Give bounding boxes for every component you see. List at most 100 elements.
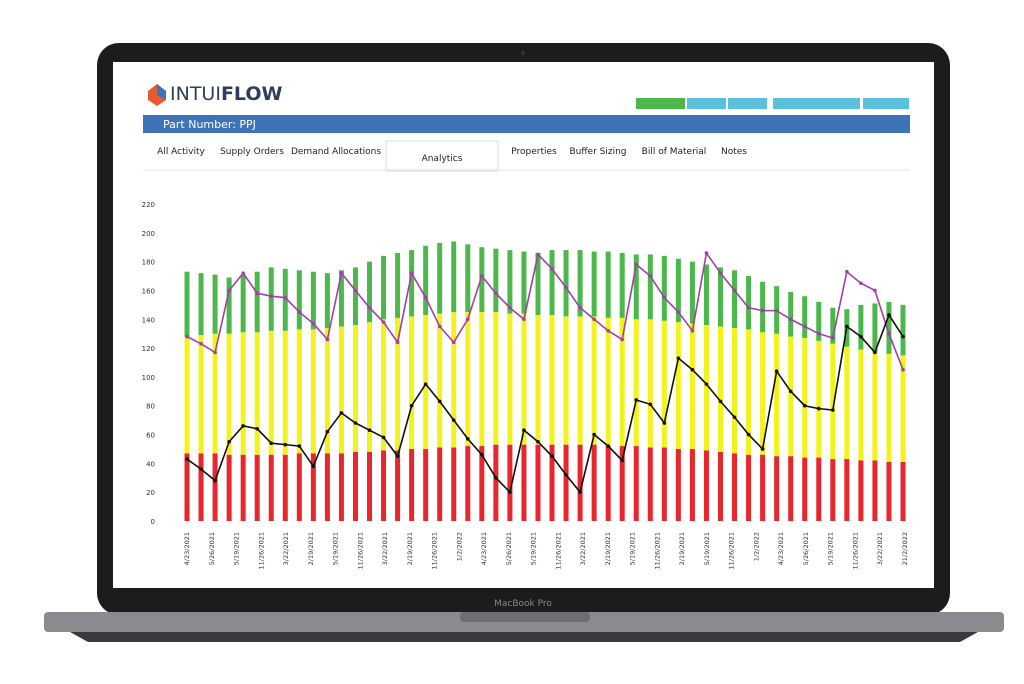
bar-segment [395,317,401,451]
line-point [648,274,653,278]
line-point [901,334,905,339]
tab[interactable]: All Activity [157,147,205,157]
x-tick-label: 1/2/2022 [455,532,463,561]
line-point [508,305,512,310]
bar-segment [633,446,639,521]
bar-segment [605,317,611,447]
bar-segment [535,444,541,521]
bar-segment [591,316,597,445]
tab[interactable]: Notes [721,147,747,157]
bar-segment [872,303,878,353]
status-box [863,98,909,109]
line-point [578,305,582,310]
line-point [831,336,835,340]
line-point [859,334,863,339]
line-point [325,429,330,434]
bar-segment [296,329,302,454]
bar-segment [830,343,836,460]
tab[interactable]: Supply Orders [220,147,284,157]
line-point [816,331,821,336]
tab[interactable]: Analytics [422,154,463,164]
bar-segment [212,453,218,521]
line-point [311,321,316,326]
y-tick-label: 160 [142,287,155,295]
x-tick-label: 3/22/2021 [876,532,884,565]
bar-segment [423,245,429,315]
bar-segment [816,340,822,458]
line [186,313,904,494]
line-point [634,398,639,402]
line-point [227,439,231,444]
line-point [367,305,372,310]
bar-segment [254,454,260,521]
line-point [648,402,653,407]
x-tick-label: 4/23/2021 [777,532,785,565]
line-point [353,421,358,425]
line-point [494,475,498,480]
bar-segment [591,251,597,317]
line-point [788,317,793,322]
line-point [185,334,189,339]
line-point [185,457,189,461]
bar-segment [282,330,288,455]
x-tick-label: 3/22/2021 [282,532,290,565]
line-point [550,454,554,458]
bar-segment [816,301,822,341]
bar-segment [619,317,625,447]
tab[interactable]: Buffer Sizing [569,147,626,157]
bar-segment [535,252,541,315]
line-point [873,350,877,355]
line-point [367,428,372,433]
bar-segment [324,453,330,521]
line-point [536,252,540,257]
line-point [592,317,596,322]
bar-segment [198,335,204,454]
bar-segment [886,461,892,521]
x-tick-label: 21/2/2022 [901,532,909,565]
line-point [760,447,765,451]
line-point [802,403,807,408]
line-point [620,458,625,463]
line-point [465,437,470,441]
line-point [213,350,217,355]
line-point [283,295,288,300]
line-point [845,269,849,274]
bar-segment [647,447,653,521]
line-point [311,464,316,469]
bar-segment [324,273,330,328]
bar-segment [900,461,906,521]
line-point [774,369,779,373]
bar-segment [338,326,344,454]
x-tick-label: 11/26/2021 [728,532,736,569]
logo-plain: INTUI [170,83,221,105]
bar-segment [310,271,316,330]
bar-segment [198,453,204,521]
bar-segment [717,267,723,327]
bar-segment [367,322,373,452]
tab[interactable]: Properties [511,147,557,157]
line-point [269,294,274,299]
bar-segment [310,329,316,454]
line-point [704,382,709,386]
bar-segment [381,255,387,320]
x-tick-label: 4/23/2021 [183,532,191,565]
line-point [887,313,891,317]
x-tick-label: 4/23/2021 [480,532,488,565]
line-point [606,329,610,333]
x-tick-label: 2/19/2021 [604,532,612,565]
bar-segment [212,274,218,334]
bar-segment [675,322,681,449]
line-point [508,490,512,494]
tab[interactable]: Demand Allocations [291,147,381,157]
x-tick-label: 5/26/2021 [208,532,216,565]
bar-segment [689,261,695,324]
line-point [718,399,723,404]
line-point [704,251,709,255]
bar-segment [535,314,541,445]
bar-segment [717,451,723,521]
bar-segment [703,264,709,326]
bar-segment [296,270,302,330]
tab[interactable]: Bill of Material [642,147,707,157]
bar-segment [381,319,387,451]
logo-icon-part [157,84,166,100]
